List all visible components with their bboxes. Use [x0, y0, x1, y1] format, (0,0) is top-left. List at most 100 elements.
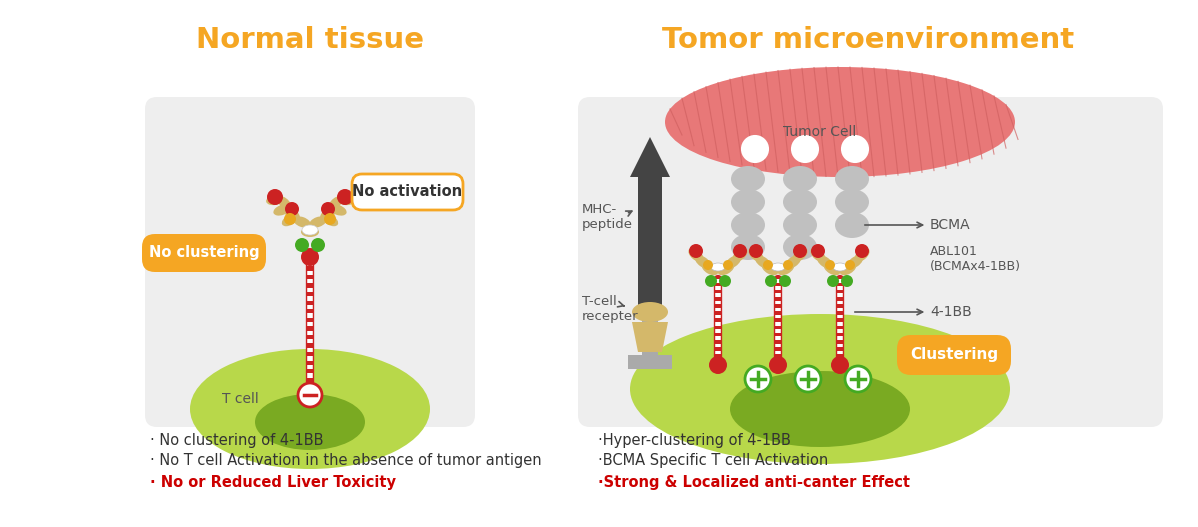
Ellipse shape [718, 263, 734, 275]
Circle shape [795, 366, 821, 392]
Circle shape [845, 366, 871, 392]
Text: ABL101
(BCMAx4-1BB): ABL101 (BCMAx4-1BB) [930, 245, 1021, 273]
Ellipse shape [841, 275, 853, 287]
Ellipse shape [730, 371, 910, 447]
Ellipse shape [766, 275, 778, 287]
Text: ·BCMA Specific T cell Activation: ·BCMA Specific T cell Activation [598, 454, 828, 469]
Ellipse shape [731, 189, 766, 215]
Ellipse shape [255, 394, 365, 450]
FancyBboxPatch shape [352, 174, 462, 210]
Ellipse shape [295, 238, 309, 252]
Ellipse shape [665, 67, 1015, 177]
Circle shape [267, 189, 283, 205]
Ellipse shape [337, 195, 353, 205]
Circle shape [301, 248, 319, 266]
Ellipse shape [772, 263, 785, 271]
Bar [642, 312, 658, 362]
Text: 4-1BB: 4-1BB [855, 305, 972, 319]
FancyBboxPatch shape [577, 97, 1163, 427]
Text: No activation: No activation [352, 183, 462, 199]
Ellipse shape [309, 217, 327, 228]
Circle shape [742, 136, 768, 162]
Ellipse shape [827, 275, 839, 287]
Ellipse shape [725, 256, 740, 269]
Ellipse shape [302, 225, 317, 235]
Ellipse shape [731, 234, 766, 260]
Ellipse shape [704, 275, 716, 287]
Text: · No clustering of 4-1BB: · No clustering of 4-1BB [150, 433, 323, 447]
Ellipse shape [695, 256, 710, 269]
Circle shape [831, 356, 849, 374]
Ellipse shape [284, 208, 300, 221]
Circle shape [733, 244, 748, 258]
Text: Normal tissue: Normal tissue [196, 26, 424, 54]
Ellipse shape [702, 263, 718, 275]
Text: T cell: T cell [222, 392, 259, 406]
Ellipse shape [783, 212, 817, 238]
Ellipse shape [817, 256, 833, 269]
Text: ·Hyper-clustering of 4-1BB: ·Hyper-clustering of 4-1BB [598, 433, 791, 447]
Text: Clustering: Clustering [910, 346, 998, 362]
Ellipse shape [278, 197, 292, 212]
Ellipse shape [320, 208, 335, 221]
Ellipse shape [266, 195, 284, 205]
Ellipse shape [190, 349, 430, 469]
Circle shape [724, 260, 733, 270]
Circle shape [745, 366, 772, 392]
Ellipse shape [824, 263, 840, 275]
Circle shape [783, 260, 793, 270]
FancyBboxPatch shape [145, 97, 474, 427]
Circle shape [703, 260, 713, 270]
Ellipse shape [329, 204, 346, 216]
Circle shape [763, 260, 773, 270]
Ellipse shape [810, 248, 825, 262]
Ellipse shape [792, 248, 807, 262]
Ellipse shape [779, 275, 791, 287]
FancyBboxPatch shape [143, 234, 266, 272]
Circle shape [792, 136, 818, 162]
Circle shape [842, 136, 869, 162]
Ellipse shape [835, 212, 869, 238]
Ellipse shape [783, 189, 817, 215]
Ellipse shape [710, 263, 725, 271]
Polygon shape [633, 322, 668, 352]
Circle shape [811, 244, 825, 258]
Text: · No or Reduced Liver Toxicity: · No or Reduced Liver Toxicity [150, 474, 397, 490]
Ellipse shape [835, 166, 869, 192]
Text: Tumor Cell: Tumor Cell [783, 125, 857, 139]
Circle shape [284, 213, 296, 225]
Ellipse shape [762, 263, 779, 275]
Ellipse shape [301, 227, 319, 237]
Circle shape [709, 356, 727, 374]
Ellipse shape [783, 166, 817, 192]
Circle shape [742, 136, 768, 162]
Ellipse shape [731, 212, 766, 238]
Circle shape [689, 244, 703, 258]
Ellipse shape [294, 217, 310, 228]
Ellipse shape [282, 214, 298, 226]
Circle shape [792, 136, 818, 162]
Ellipse shape [689, 248, 703, 262]
Ellipse shape [273, 204, 291, 216]
Circle shape [855, 244, 869, 258]
Circle shape [321, 202, 335, 216]
Bar [628, 355, 672, 369]
Text: MHC-
peptide: MHC- peptide [582, 203, 633, 231]
Text: Tomor microenvironment: Tomor microenvironment [662, 26, 1075, 54]
Ellipse shape [835, 189, 869, 215]
Circle shape [285, 202, 300, 216]
Ellipse shape [778, 263, 794, 275]
Circle shape [842, 136, 869, 162]
Ellipse shape [755, 256, 770, 269]
Ellipse shape [783, 234, 817, 260]
Ellipse shape [311, 238, 325, 252]
Circle shape [769, 356, 787, 374]
Ellipse shape [840, 263, 857, 275]
Circle shape [749, 244, 763, 258]
Circle shape [825, 260, 835, 270]
Text: ·Strong & Localized anti-canter Effect: ·Strong & Localized anti-canter Effect [598, 474, 910, 490]
Text: BCMA: BCMA [865, 218, 970, 232]
Text: T-cell
recepter: T-cell recepter [582, 295, 639, 323]
Ellipse shape [322, 214, 338, 226]
Ellipse shape [328, 197, 341, 212]
